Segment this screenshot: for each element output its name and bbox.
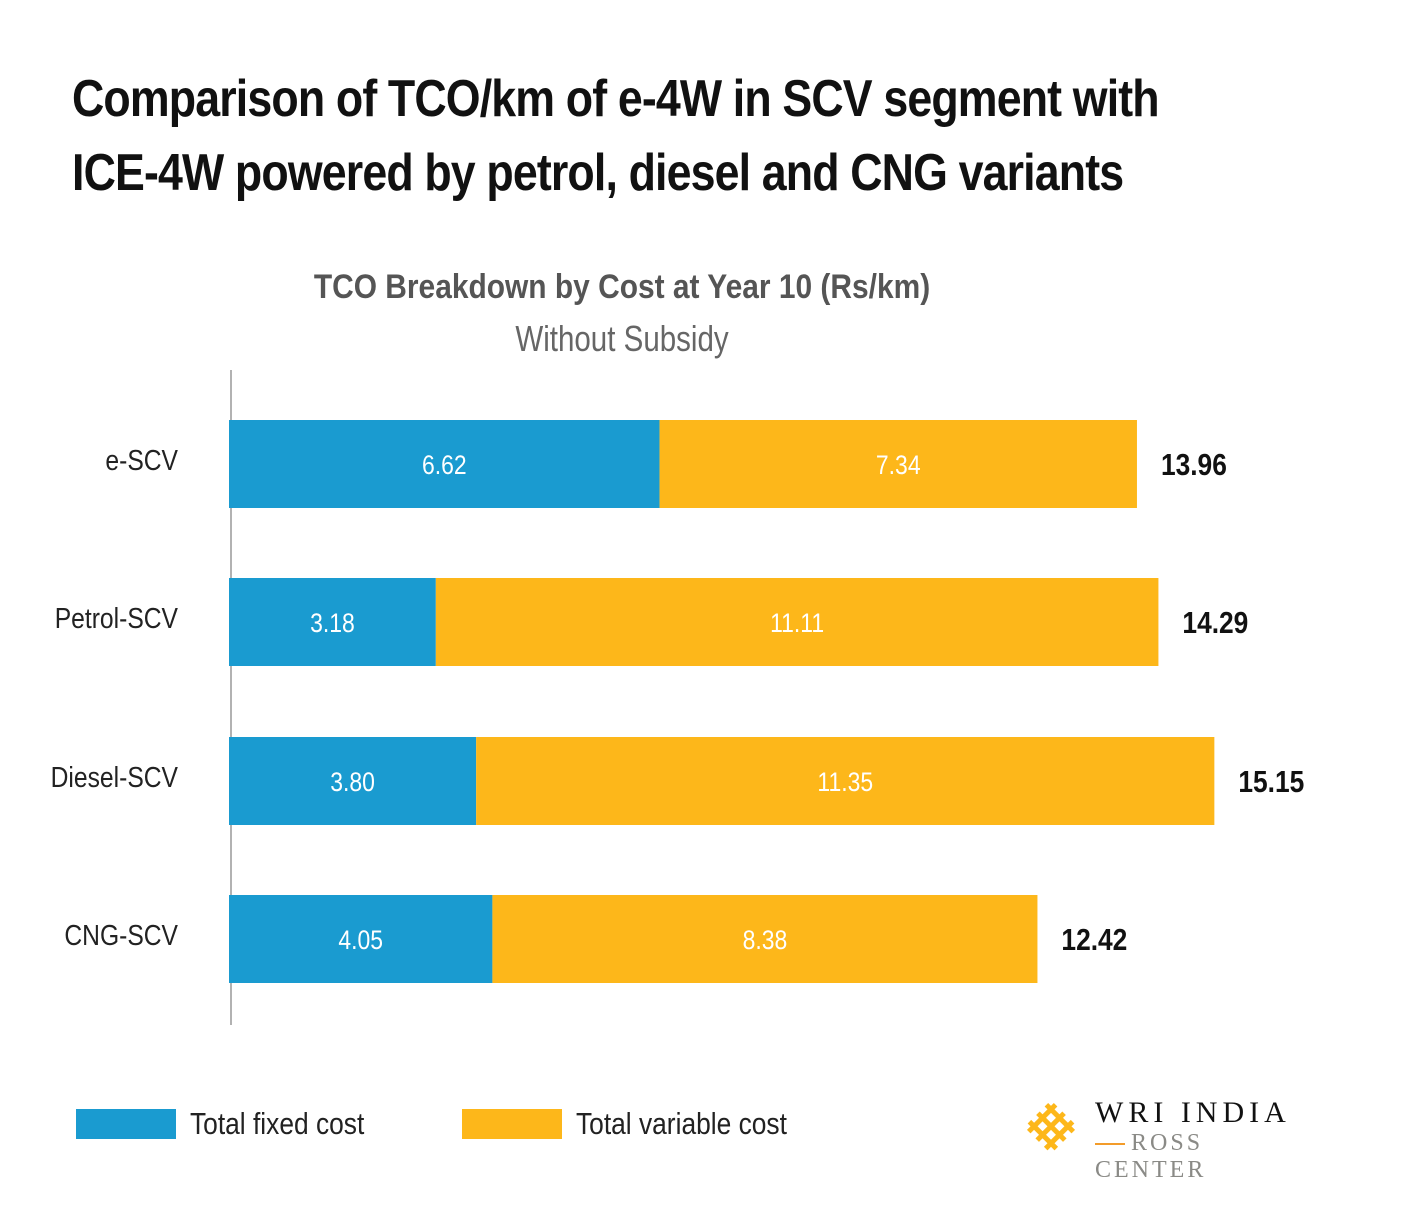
category-label: Petrol-SCV	[55, 602, 178, 634]
total-label: 15.15	[1238, 765, 1304, 799]
bar-segment-fixed	[229, 420, 660, 508]
bar-segment-variable	[435, 578, 1159, 666]
category-label: CNG-SCV	[64, 919, 178, 951]
chart-subtitle: Without Subsidy	[515, 318, 729, 359]
bar-segment-variable	[476, 737, 1215, 825]
data-label: 3.18	[310, 608, 355, 638]
category-label: e-SCV	[105, 444, 178, 476]
logo-text-ross: ROSS CENTER	[1095, 1130, 1320, 1184]
bar-segment-fixed	[229, 737, 477, 825]
bar-segment-fixed	[229, 578, 436, 666]
data-label: 6.62	[422, 450, 467, 480]
data-label: 7.34	[876, 450, 921, 480]
legend-item-variable: Total variable cost	[462, 1106, 824, 1142]
bar-segment-fixed	[229, 895, 493, 983]
total-label: 14.29	[1182, 606, 1248, 640]
data-label: 3.80	[330, 767, 375, 797]
wri-knot-icon	[1026, 1102, 1076, 1151]
category-label: Diesel-SCV	[51, 761, 178, 793]
bar-segment-variable	[659, 420, 1137, 508]
total-label: 12.42	[1061, 923, 1127, 957]
legend-swatch-fixed	[76, 1109, 176, 1139]
data-label: 4.05	[338, 925, 383, 955]
data-label: 8.38	[743, 925, 788, 955]
legend-swatch-variable	[462, 1109, 562, 1139]
page-title: Comparison of TCO/km of e-4W in SCV segm…	[72, 70, 1160, 202]
chart-title: TCO Breakdown by Cost at Year 10 (Rs/km)	[313, 268, 931, 306]
wri-india-logo: WRI INDIA ROSS CENTER	[1020, 1096, 1320, 1183]
bar-segment-variable	[492, 895, 1038, 983]
legend-item-fixed: Total fixed cost	[76, 1106, 395, 1142]
logo-text-wri: WRI INDIA	[1095, 1096, 1291, 1129]
total-label: 13.96	[1161, 448, 1227, 482]
data-label: 11.35	[817, 767, 873, 797]
data-label: 11.11	[770, 608, 824, 638]
